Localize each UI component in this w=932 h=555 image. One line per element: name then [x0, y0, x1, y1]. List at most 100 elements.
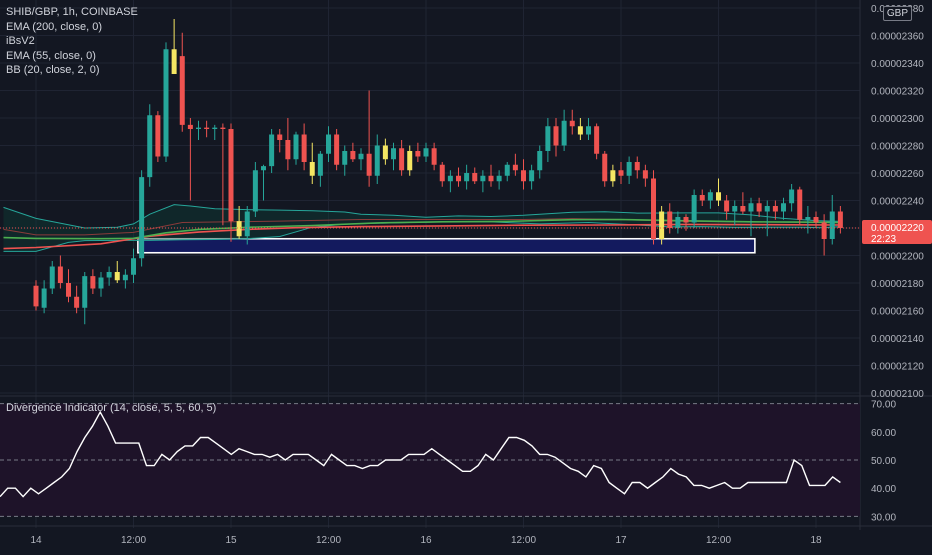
candle-body — [382, 145, 388, 160]
candle — [187, 118, 193, 201]
candle-body — [586, 126, 591, 135]
candle-body — [90, 276, 96, 289]
price-tick-label: 0.00002120 — [871, 362, 924, 373]
support-zone[interactable] — [137, 237, 756, 254]
time-tick-label: 12:00 — [706, 535, 731, 546]
price-axis[interactable]: 0.000023800.000023600.000023400.00002320… — [862, 4, 932, 400]
indicator-ema55-label[interactable]: EMA (55, close, 0) — [6, 49, 96, 62]
candle — [139, 170, 145, 267]
oscillator-tick-label: 60.00 — [871, 428, 896, 439]
candle — [772, 200, 778, 220]
candle — [171, 19, 177, 74]
candle — [98, 272, 104, 297]
candle — [586, 118, 591, 140]
time-axis[interactable]: 14 12:00 15 12:00 16 12:00 17 12:00 18 — [0, 525, 932, 546]
candle-body — [618, 170, 624, 176]
candle — [837, 206, 843, 234]
price-tick-label: 0.00002240 — [871, 197, 924, 208]
candle — [805, 206, 811, 234]
candle-body — [82, 276, 88, 308]
candle-body — [220, 127, 226, 129]
candle — [90, 269, 96, 294]
oscillator-label[interactable]: Divergence Indicator (14, close, 5, 5, 6… — [6, 402, 217, 414]
candle — [569, 109, 575, 135]
candle-body — [675, 217, 681, 228]
last-price-label: 0.00002220 — [871, 223, 924, 234]
candle-body — [33, 285, 39, 307]
candle-body — [805, 217, 811, 220]
candle — [358, 148, 364, 171]
oscillator-pane: 70.00 60.00 50.00 40.00 30.00 — [0, 400, 896, 523]
candle-body — [488, 175, 494, 182]
candle-body — [821, 222, 827, 239]
price-tick-label: 0.00002340 — [871, 59, 924, 70]
price-tick-label: 0.00002260 — [871, 169, 924, 180]
candle-body — [464, 173, 470, 182]
indicator-ibsv2-label[interactable]: iBsV2 — [6, 35, 35, 47]
candle-body — [269, 134, 275, 167]
candle-body — [423, 148, 429, 157]
candle-body — [553, 126, 559, 146]
ema200-line — [3, 223, 841, 250]
candle-body — [334, 134, 340, 165]
candle — [423, 142, 429, 162]
time-tick-label: 12:00 — [316, 535, 341, 546]
price-tick-label: 0.00002280 — [871, 142, 924, 153]
candle — [488, 164, 494, 187]
candle — [155, 111, 161, 162]
candle-body — [366, 153, 372, 176]
candle — [537, 145, 543, 179]
candle-body — [756, 203, 762, 212]
candle — [456, 167, 461, 187]
symbol-title[interactable]: SHIB/GBP, 1h, COINBASE — [6, 6, 138, 18]
price-tick-label: 0.00002200 — [871, 252, 924, 263]
candle-body — [699, 195, 705, 201]
candle-body — [740, 206, 746, 212]
candle-body — [228, 129, 234, 222]
candle — [797, 186, 803, 226]
candle-body — [431, 148, 437, 165]
candle-body — [342, 151, 348, 165]
chart-legend: SHIB/GBP, 1h, COINBASE EMA (200, close, … — [6, 5, 138, 78]
last-price-badge — [862, 220, 932, 244]
price-tick-label: 0.00002140 — [871, 334, 924, 345]
indicator-ema200-label[interactable]: EMA (200, close, 0) — [6, 20, 102, 33]
candle — [724, 195, 730, 220]
candle — [399, 140, 405, 176]
candle — [122, 269, 128, 289]
time-tick-label: 12:00 — [511, 535, 536, 546]
currency-badge[interactable]: GBP — [882, 6, 912, 21]
candle — [415, 142, 421, 162]
candle — [179, 32, 185, 132]
candle — [610, 164, 616, 187]
indicator-bb-label[interactable]: BB (20, close, 2, 0) — [6, 64, 100, 76]
candle-body — [707, 192, 713, 201]
candle — [49, 261, 55, 294]
candle-body — [41, 288, 47, 308]
candle — [764, 200, 770, 237]
candle — [326, 126, 331, 162]
candle — [350, 142, 356, 162]
candle — [366, 90, 372, 187]
candle-body — [447, 175, 453, 182]
candle — [147, 104, 153, 187]
candle-body — [317, 153, 323, 176]
candle-body — [114, 272, 120, 281]
candle-body — [594, 126, 600, 154]
candle — [57, 255, 63, 289]
candle — [577, 118, 583, 140]
candle — [512, 153, 518, 176]
candle-body — [634, 162, 640, 171]
candle — [464, 164, 470, 190]
candle — [236, 206, 242, 239]
candle — [626, 156, 632, 184]
candle-body — [732, 206, 738, 212]
candle-body — [309, 162, 315, 176]
candle — [269, 129, 275, 173]
candle — [407, 145, 413, 176]
candle-body — [358, 153, 364, 160]
price-tick-label: 0.00002160 — [871, 307, 924, 318]
candle-body — [569, 120, 575, 127]
